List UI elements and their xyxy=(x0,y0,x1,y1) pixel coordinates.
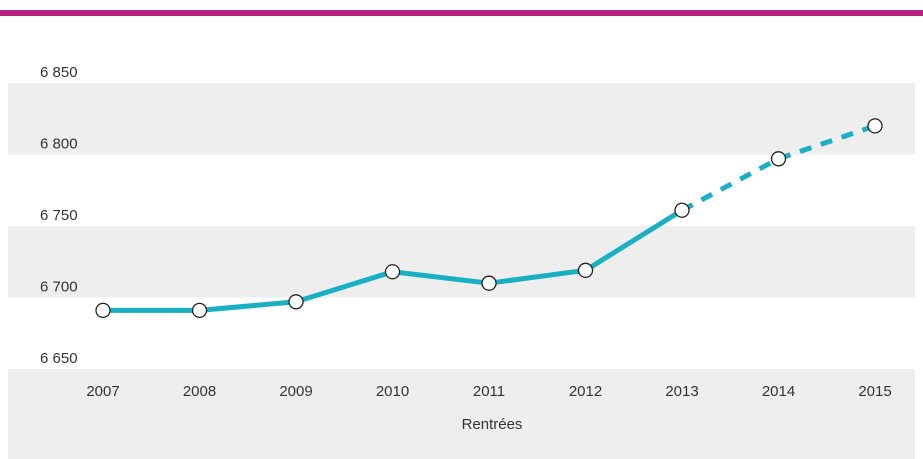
x-tick-label: 2011 xyxy=(473,383,505,400)
x-tick-label: 2015 xyxy=(858,383,891,400)
point xyxy=(96,303,110,317)
point xyxy=(579,263,593,277)
point xyxy=(868,119,882,133)
point xyxy=(772,152,786,166)
x-tick-label: 2009 xyxy=(279,383,312,400)
header-rule xyxy=(0,10,923,16)
x-tick-label: 2013 xyxy=(665,383,698,400)
x-tick-label: 2012 xyxy=(569,383,602,400)
point xyxy=(482,276,496,290)
y-tick-label: 6 650 xyxy=(40,350,78,367)
chart: Rentrées 6 650 6 700 6 750 6 800 6 850 2007 20… xyxy=(0,0,923,459)
point xyxy=(289,295,303,309)
point xyxy=(675,203,689,217)
x-axis-label: Rentrées xyxy=(462,416,523,433)
x-tick-label: 2008 xyxy=(183,383,216,400)
grid-band xyxy=(8,83,915,155)
x-tick-label: 2010 xyxy=(376,383,409,400)
y-tick-label: 6 850 xyxy=(40,64,78,81)
y-tick-label: 6 800 xyxy=(40,135,78,152)
x-tick-label: 2007 xyxy=(86,383,119,400)
point xyxy=(193,303,207,317)
x-tick-label: 2014 xyxy=(762,383,795,400)
y-tick-label: 6 700 xyxy=(40,278,78,295)
point xyxy=(386,265,400,279)
grid-band xyxy=(8,226,915,298)
y-tick-label: 6 750 xyxy=(40,207,78,224)
